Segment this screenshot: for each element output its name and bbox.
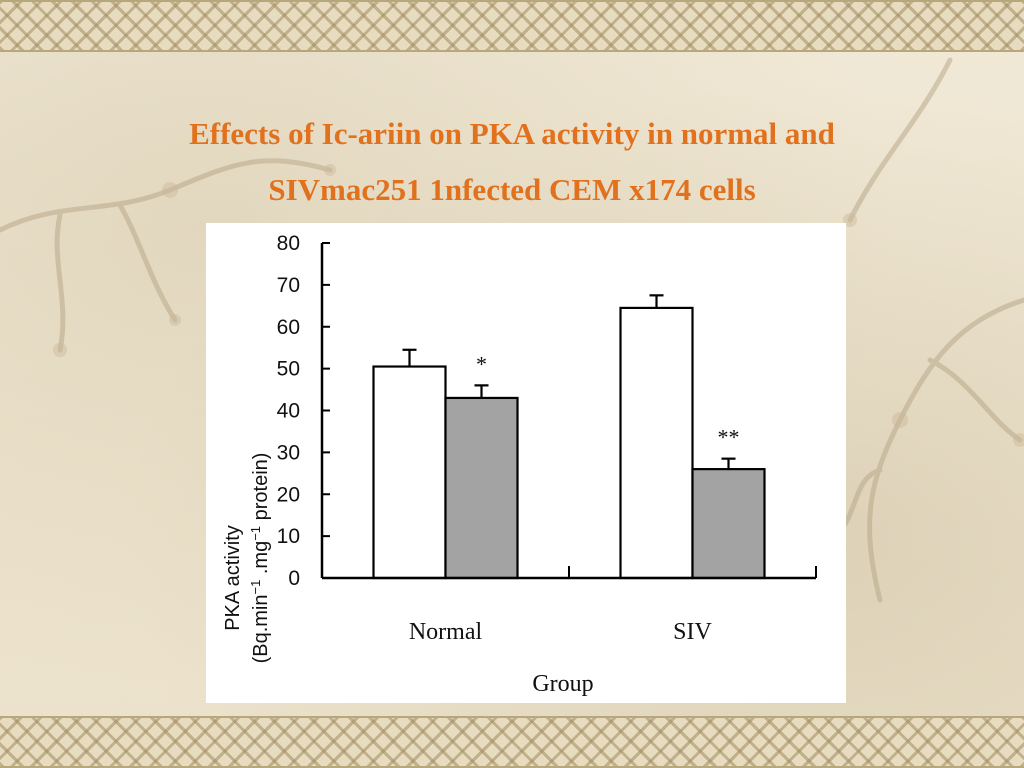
x-category-label: Normal <box>409 619 483 645</box>
y-axis-unit-exponent: −1 <box>248 526 263 541</box>
y-tick-label: 70 <box>277 274 300 297</box>
chart-panel: 0 10 20 30 40 50 60 70 80 * ** Normal SIV Group PK… <box>206 223 846 703</box>
bar <box>619 306 694 580</box>
y-axis-title-line-2: (Bq.min−1 .mg−1 protein) <box>248 453 273 664</box>
x-axis-title: Group <box>532 671 593 697</box>
y-axis-unit-part: protein) <box>250 453 272 526</box>
significance-marker: ** <box>718 425 740 450</box>
y-tick-label: 80 <box>277 232 300 255</box>
significance-marker: * <box>476 351 487 376</box>
bar <box>372 365 447 580</box>
y-axis-unit-exponent: −1 <box>248 580 263 595</box>
slide-title: Effects of Ic-ariin on PKA activity in n… <box>40 106 984 218</box>
y-tick-label: 40 <box>277 400 300 423</box>
bar <box>444 396 519 580</box>
slide-title-line-1: Effects of Ic-ariin on PKA activity in n… <box>189 116 835 151</box>
y-tick-label: 0 <box>288 567 300 590</box>
y-tick-label: 20 <box>277 483 300 506</box>
y-tick-label: 60 <box>277 316 300 339</box>
y-axis-unit-part: .mg <box>250 541 272 580</box>
x-category-label: SIV <box>673 619 712 645</box>
y-tick-label: 10 <box>277 525 300 548</box>
y-axis-title-line-1: PKA activity <box>222 525 244 631</box>
y-tick-label: 30 <box>277 441 300 464</box>
decorative-border-bottom <box>0 716 1024 768</box>
bar <box>691 468 766 580</box>
decorative-border-top <box>0 0 1024 52</box>
y-tick-label: 50 <box>277 358 300 381</box>
y-axis-unit-part: (Bq.min <box>250 595 272 664</box>
slide-title-line-2: SIVmac251 1nfected CEM x174 cells <box>268 172 756 207</box>
